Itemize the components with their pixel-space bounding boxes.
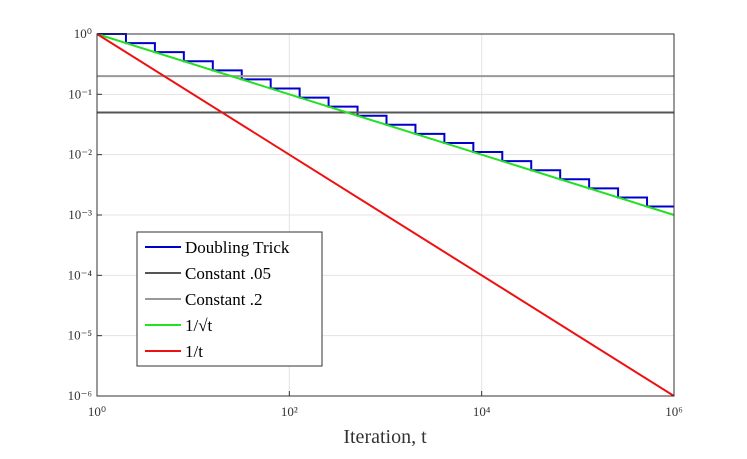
line-series bbox=[96, 33, 675, 216]
legend: Doubling Trick Constant .05 Constant .2 1/√… bbox=[136, 231, 323, 367]
y-tick-label: 10⁻⁵ bbox=[68, 328, 92, 343]
x-tick-label: 10⁶ bbox=[665, 404, 683, 419]
x-axis-label: Iteration, t bbox=[343, 426, 427, 448]
line-series bbox=[97, 33, 674, 208]
y-tick-label: 10⁻⁶ bbox=[68, 388, 92, 403]
x-tick-label: 10² bbox=[281, 404, 298, 419]
legend-label: Constant .05 bbox=[185, 264, 271, 283]
legend-label: 1/t bbox=[185, 342, 203, 361]
plot-frame bbox=[96, 33, 675, 397]
legend-label: Doubling Trick bbox=[185, 238, 290, 257]
y-tick-label: 10⁻³ bbox=[68, 207, 92, 222]
y-tick-label: 10⁻¹ bbox=[68, 86, 92, 101]
y-tick-label: 10⁰ bbox=[74, 26, 92, 41]
legend-label: Constant .2 bbox=[185, 290, 262, 309]
x-tick-label: 10⁴ bbox=[473, 404, 491, 419]
y-tick-label: 10⁻² bbox=[68, 147, 92, 162]
x-tick-label: 10⁰ bbox=[88, 404, 106, 419]
legend-label: 1/√t bbox=[185, 316, 213, 335]
line-series bbox=[96, 33, 675, 397]
y-tick-label: 10⁻⁴ bbox=[68, 267, 93, 282]
